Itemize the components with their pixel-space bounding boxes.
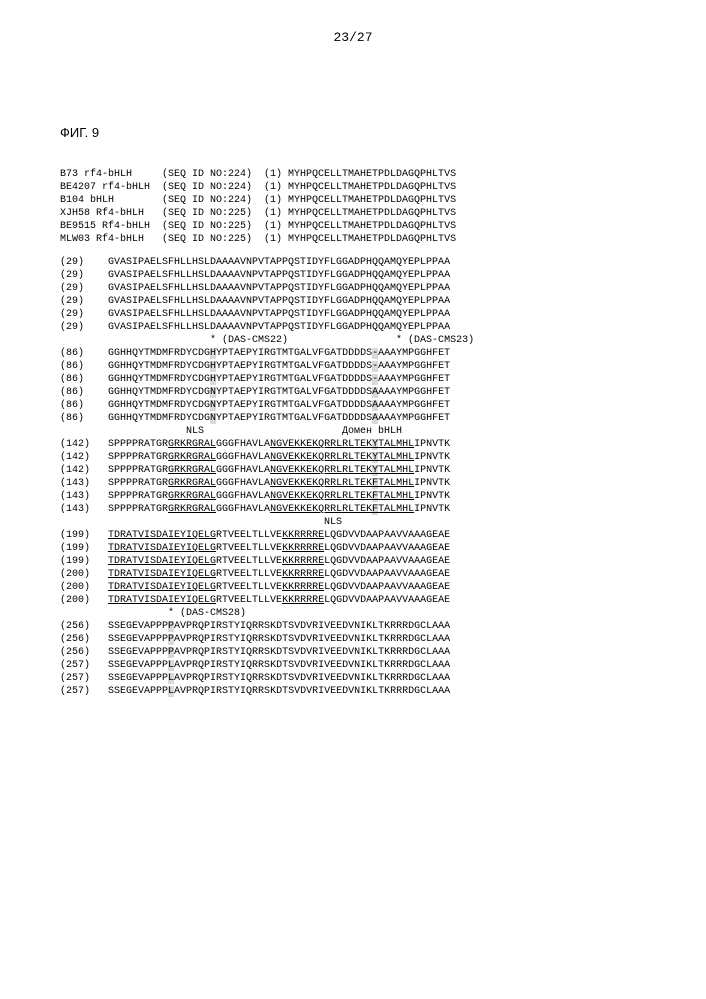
alignment-block-1: B73 rf4-bHLH (SEQ ID NO:224) (1) MYHPQCE… [60,168,646,246]
annotation-nls-domain: NLS Домен bHLH [60,425,646,438]
alignment-block-5: (199) TDRATVISDAIEYIQELGRTVEELTLLVEKKRRR… [60,529,646,607]
alignment-block-3: (86) GGHHQYTMDMFRDYCDGHYPTAEPYIRGTMTGALV… [60,347,646,425]
page-number: 23/27 [60,30,646,45]
page-root: 23/27 ФИГ. 9 B73 rf4-bHLH (SEQ ID NO:224… [0,0,706,999]
annotation-cms28: * (DAS-CMS28) [60,607,646,620]
alignment-block-4: (142) SPPPPRATGRGRKRGRALGGGFHAVLANGVEKKE… [60,438,646,516]
figure-label: ФИГ. 9 [60,125,646,140]
alignment-block-6: (256) SSEGEVAPPPPAVPRQPIRSTYIQRRSKDTSVDV… [60,620,646,698]
annotation-nls2: NLS [60,516,646,529]
annotation-cms22-cms23: * (DAS-CMS22) * (DAS-CMS23) [60,334,646,347]
alignment-block-2: (29) GVASIPAELSFHLLHSLDAAAAVNPVTAPPQSTID… [60,256,646,334]
